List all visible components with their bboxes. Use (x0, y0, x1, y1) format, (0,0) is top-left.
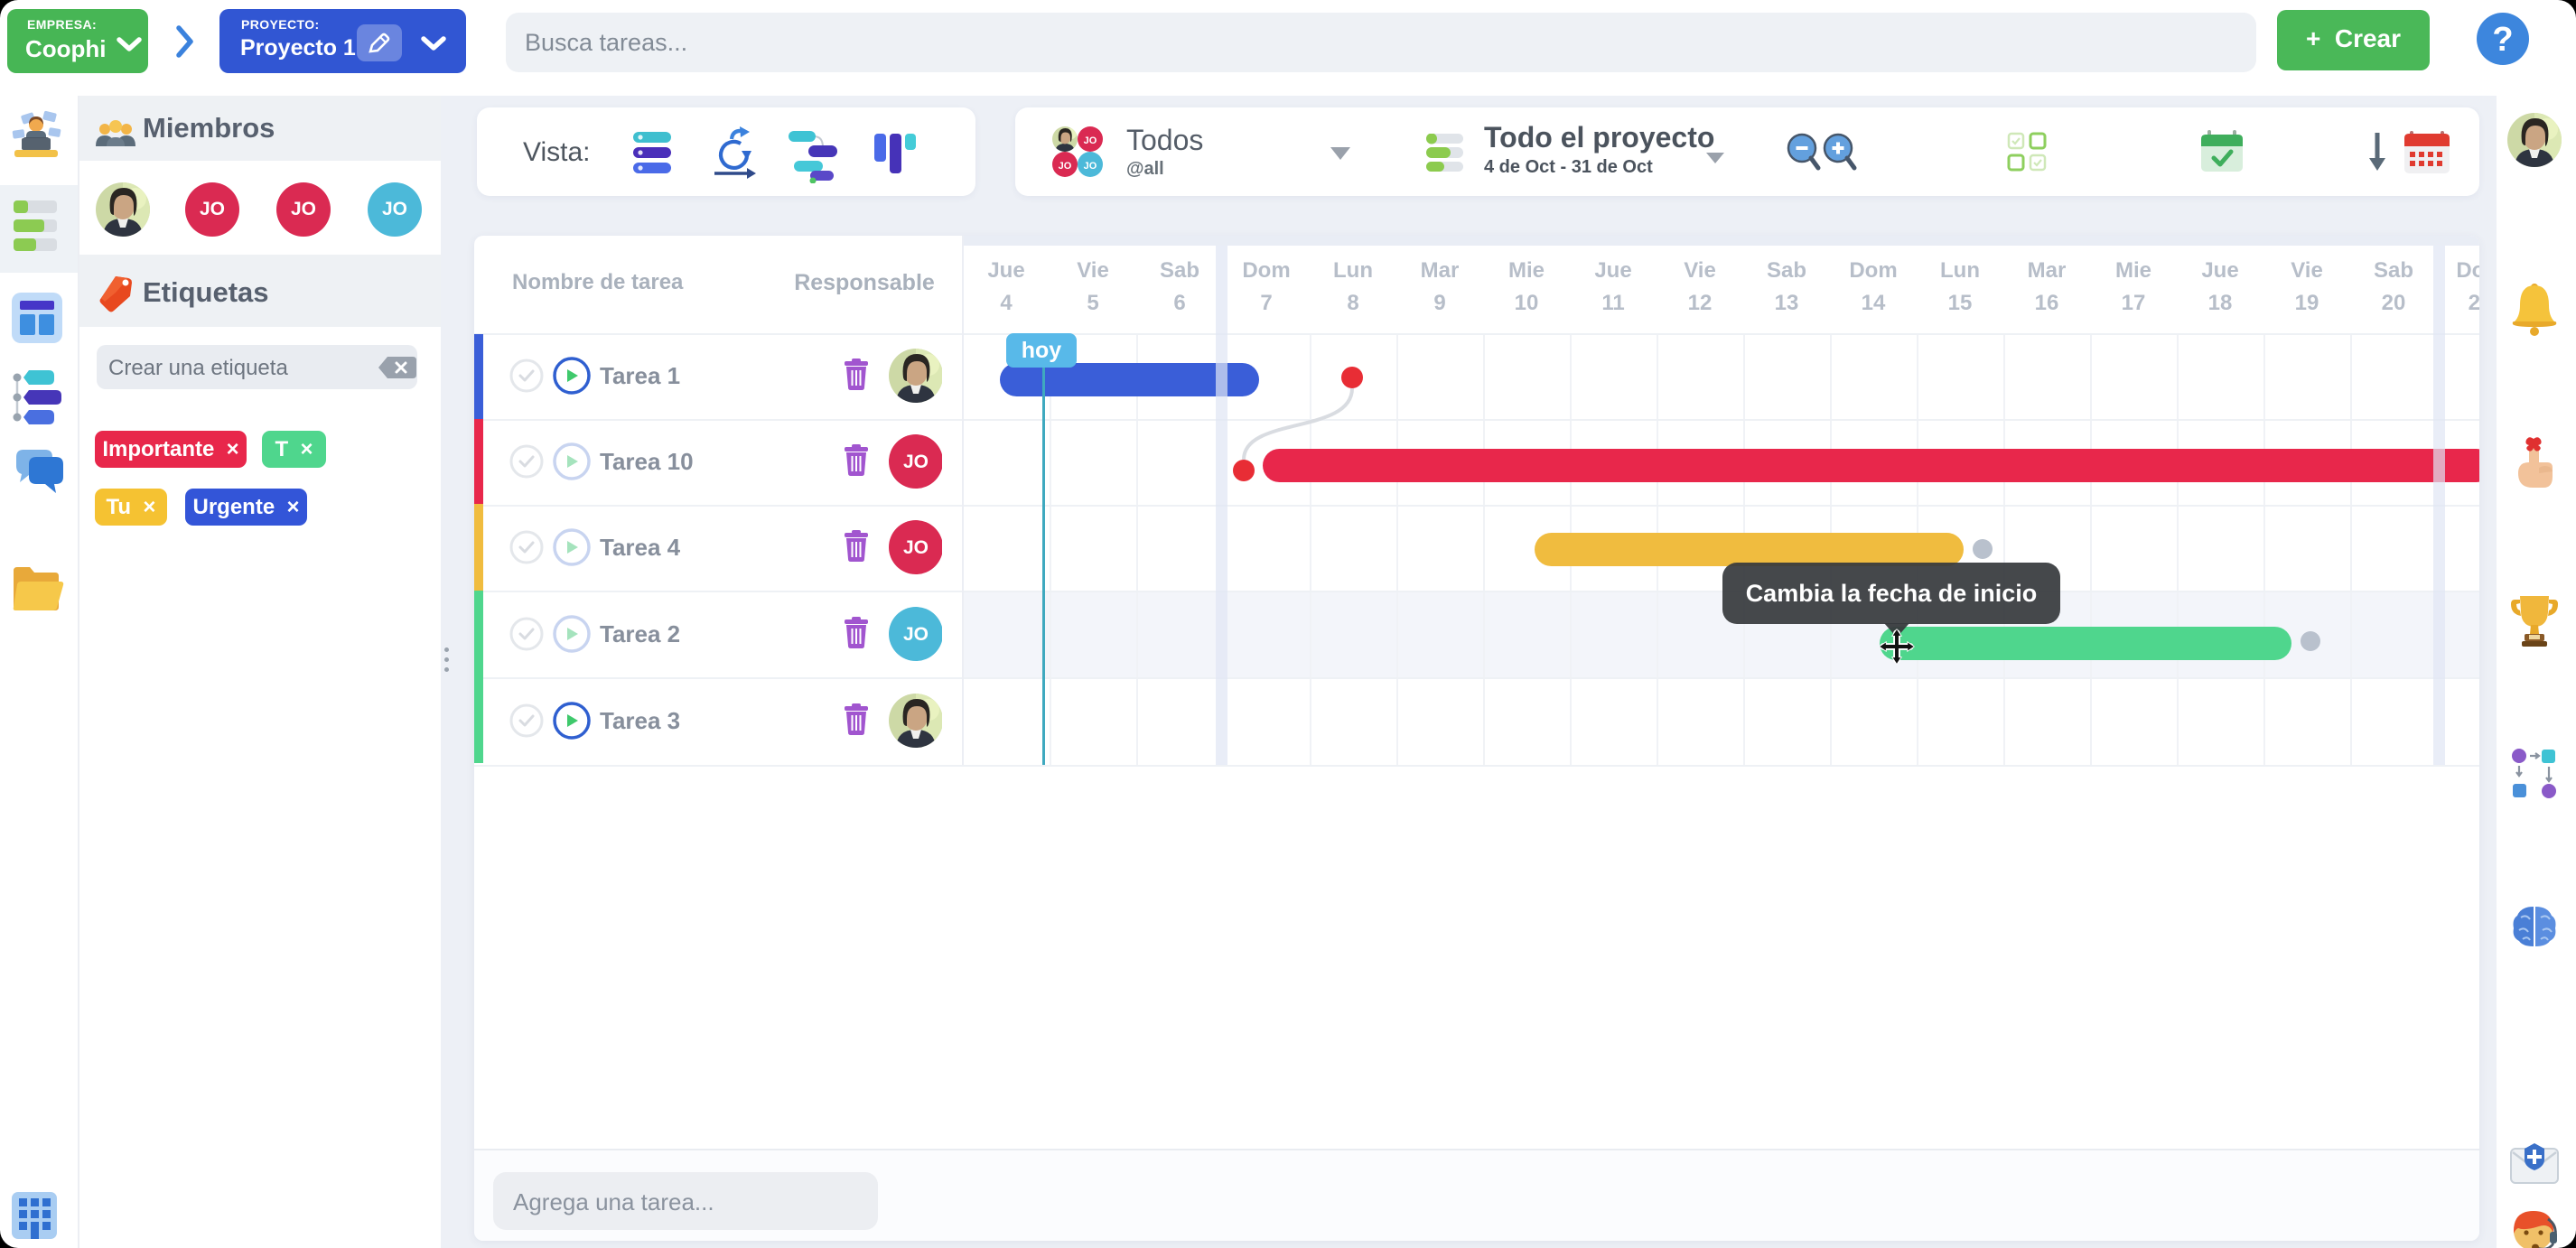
svg-text:JO: JO (1059, 161, 1072, 172)
svg-text:JO: JO (1084, 161, 1097, 172)
svg-text:JO: JO (1084, 135, 1097, 146)
svg-text:JO: JO (903, 624, 929, 645)
svg-text:JO: JO (903, 452, 929, 472)
svg-text:JO: JO (903, 537, 929, 558)
